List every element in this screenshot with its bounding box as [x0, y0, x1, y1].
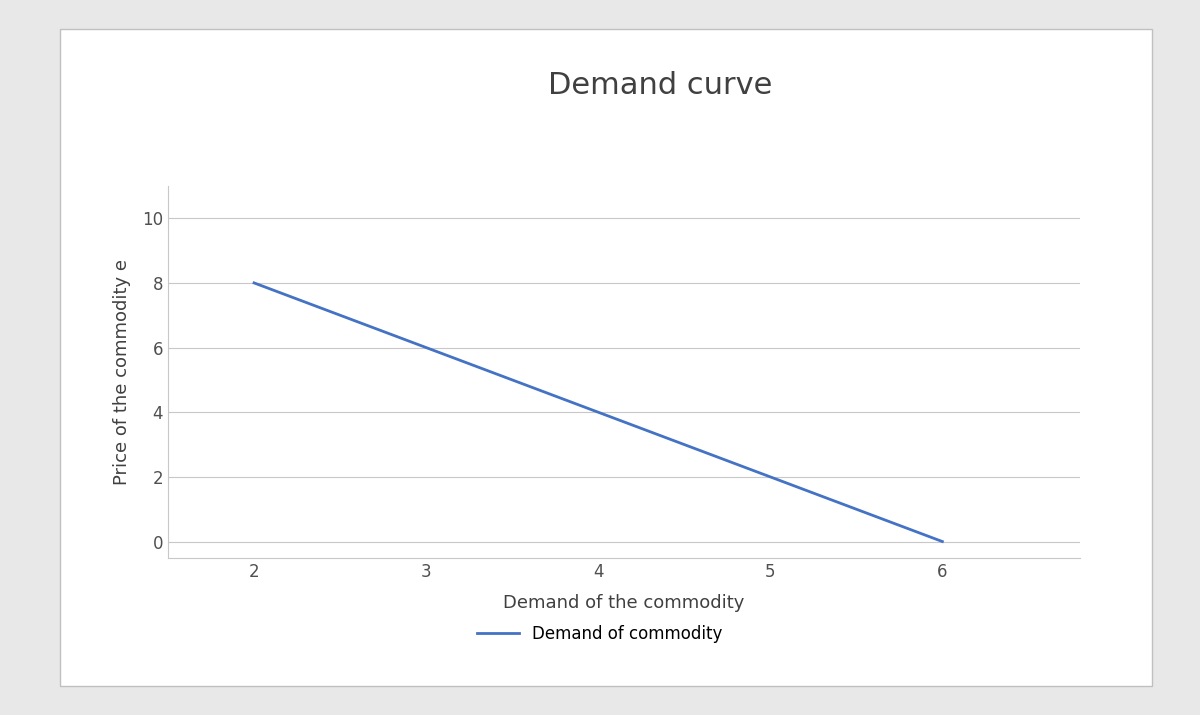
Text: Demand curve: Demand curve: [548, 72, 772, 100]
Legend: Demand of commodity: Demand of commodity: [470, 618, 730, 649]
X-axis label: Demand of the commodity: Demand of the commodity: [503, 594, 745, 613]
Y-axis label: Price of the commodity e: Price of the commodity e: [113, 259, 131, 485]
